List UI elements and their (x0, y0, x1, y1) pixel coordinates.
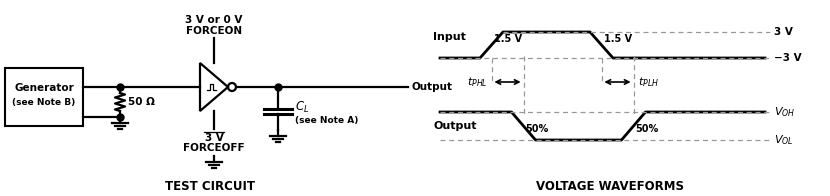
Text: $V_{OH}$: $V_{OH}$ (774, 105, 795, 119)
Text: $t_{PHL}$: $t_{PHL}$ (466, 75, 487, 89)
Text: 50%: 50% (636, 124, 659, 134)
Text: (see Note A): (see Note A) (295, 115, 359, 124)
Text: 1.5 V: 1.5 V (603, 34, 632, 44)
Text: FORCEON: FORCEON (186, 26, 242, 36)
Text: $C_L$: $C_L$ (295, 99, 310, 114)
Text: −3 V: −3 V (774, 53, 802, 63)
Text: (see Note B): (see Note B) (12, 97, 76, 106)
Text: 3 V: 3 V (204, 133, 223, 143)
Text: Generator: Generator (14, 83, 74, 93)
Text: VOLTAGE WAVEFORMS: VOLTAGE WAVEFORMS (536, 180, 684, 192)
Text: Output: Output (433, 121, 476, 131)
Text: $V_{OL}$: $V_{OL}$ (774, 133, 793, 147)
Bar (5, 68, 83, 126)
Text: 50 Ω: 50 Ω (128, 97, 155, 107)
Text: Input: Input (433, 32, 466, 42)
Text: 3 V or 0 V: 3 V or 0 V (185, 15, 242, 25)
Text: $t_{PLH}$: $t_{PLH}$ (637, 75, 658, 89)
Text: TEST CIRCUIT: TEST CIRCUIT (165, 180, 255, 192)
Text: 3 V: 3 V (774, 27, 793, 37)
Text: 1.5 V: 1.5 V (494, 34, 521, 44)
Text: Output: Output (411, 82, 452, 92)
Text: 50%: 50% (525, 124, 549, 134)
Text: FORCEOFF: FORCEOFF (183, 143, 245, 153)
